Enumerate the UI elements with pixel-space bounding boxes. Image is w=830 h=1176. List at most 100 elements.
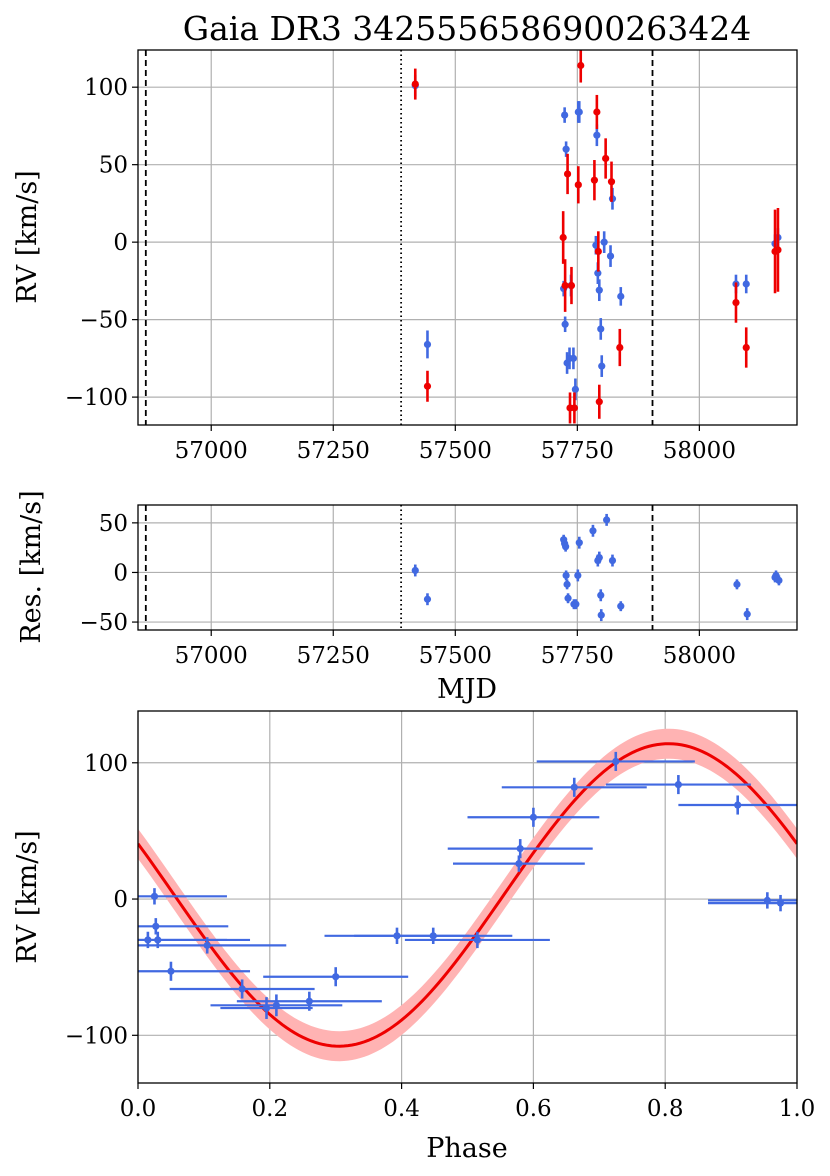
data-point xyxy=(563,170,572,178)
y-tick-label: −50 xyxy=(79,610,128,636)
data-point xyxy=(603,516,611,524)
model-curve xyxy=(138,742,797,1048)
data-point xyxy=(515,860,523,868)
x-tick-label: 0.4 xyxy=(383,1096,420,1122)
y-tick-label: 100 xyxy=(84,751,128,777)
chart-title: Gaia DR3 3425556586900263424 xyxy=(183,9,751,48)
data-point xyxy=(616,343,624,352)
data-point xyxy=(570,783,578,791)
data-point xyxy=(608,556,617,565)
data-point xyxy=(590,176,599,184)
data-point xyxy=(569,354,578,362)
data-point xyxy=(561,320,569,328)
y-tick-label: 100 xyxy=(84,75,128,101)
data-point xyxy=(593,108,601,116)
axes-frame xyxy=(137,710,798,1084)
data-point xyxy=(593,131,601,139)
data-point xyxy=(775,576,783,584)
data-point xyxy=(429,932,437,940)
data-point xyxy=(774,246,782,254)
data-point xyxy=(423,382,432,390)
data-point xyxy=(150,892,159,900)
y-tick-label: 50 xyxy=(99,153,128,179)
plot-area xyxy=(144,505,783,630)
y-tick-label: 0 xyxy=(113,560,128,586)
x-tick-label: 57250 xyxy=(297,438,370,464)
x-tick-label: 0.6 xyxy=(515,1096,552,1122)
data-point xyxy=(606,252,615,260)
x-tick-label: 1.0 xyxy=(779,1096,816,1122)
data-point xyxy=(612,757,620,766)
mjd-xlabel: MJD xyxy=(437,674,497,705)
data-point xyxy=(562,145,570,153)
data-point xyxy=(563,580,571,588)
data-point xyxy=(589,527,597,535)
y-tick-label: −100 xyxy=(65,1023,128,1049)
x-tick-label: 57500 xyxy=(419,438,492,464)
data-point xyxy=(559,233,567,242)
data-point xyxy=(577,61,585,70)
data-point xyxy=(562,543,570,551)
data-point xyxy=(154,936,162,944)
data-point xyxy=(572,600,580,608)
data-point xyxy=(570,404,579,412)
data-point xyxy=(332,973,340,981)
data-point xyxy=(674,780,682,789)
data-point xyxy=(272,1001,280,1009)
y-tick-label: 50 xyxy=(99,511,128,537)
data-point xyxy=(574,571,582,580)
axes-frame xyxy=(137,49,798,426)
data-point xyxy=(564,594,572,602)
x-tick-label: 57750 xyxy=(541,438,614,464)
data-point xyxy=(423,340,432,349)
y-tick-label: −50 xyxy=(79,308,128,334)
data-point xyxy=(617,602,625,610)
x-tick-label: 0.8 xyxy=(647,1096,684,1122)
data-point xyxy=(597,591,605,599)
y-tick-label: 0 xyxy=(113,887,128,913)
data-point xyxy=(594,269,602,277)
data-point xyxy=(567,281,576,290)
model-uncertainty-band xyxy=(138,728,797,1062)
phase-panel: 0.0 0.2 0.4 0.6 0.8 1.0 −100 0 100 xyxy=(65,710,816,1122)
data-point xyxy=(305,997,313,1005)
x-tick-label: 57750 xyxy=(541,643,614,669)
x-tick-label: 57500 xyxy=(419,643,492,669)
residual-ylabel: Res. [km/s] xyxy=(16,490,47,643)
data-point xyxy=(595,398,603,406)
data-point xyxy=(423,595,432,603)
rv-mjd-panel: 57000 57250 57500 57750 58000 −100 −50 0 50 100 xyxy=(65,49,798,464)
data-point xyxy=(203,941,211,949)
data-point xyxy=(743,610,751,618)
axes-frame xyxy=(137,504,798,631)
data-point xyxy=(776,899,785,907)
data-point xyxy=(595,553,603,562)
x-tick-label: 57000 xyxy=(175,643,248,669)
data-point xyxy=(561,281,569,290)
x-tick-label: 57250 xyxy=(297,643,370,669)
data-point xyxy=(575,539,583,547)
x-tick-label: 58000 xyxy=(663,643,736,669)
x-tick-label: 0.0 xyxy=(120,1096,157,1122)
data-point xyxy=(516,845,524,853)
data-point xyxy=(238,985,246,993)
data-point xyxy=(600,238,608,246)
data-point xyxy=(529,813,538,821)
data-point xyxy=(571,385,579,393)
residual-panel: 57000 57250 57500 57750 58000 −50 0 50 xyxy=(79,504,798,669)
data-point xyxy=(602,154,610,163)
phase-xlabel: Phase xyxy=(426,1133,508,1164)
data-point xyxy=(742,343,750,352)
data-point xyxy=(617,292,625,300)
data-point xyxy=(561,111,569,119)
x-tick-label: 0.2 xyxy=(252,1096,289,1122)
plot-area xyxy=(138,728,797,1062)
y-tick-label: −100 xyxy=(65,385,128,411)
phase-ylabel: RV [km/s] xyxy=(12,830,43,963)
data-point xyxy=(562,571,570,580)
data-point xyxy=(411,566,419,575)
data-point xyxy=(733,580,741,588)
plot-area xyxy=(144,50,782,425)
data-point xyxy=(595,286,603,294)
